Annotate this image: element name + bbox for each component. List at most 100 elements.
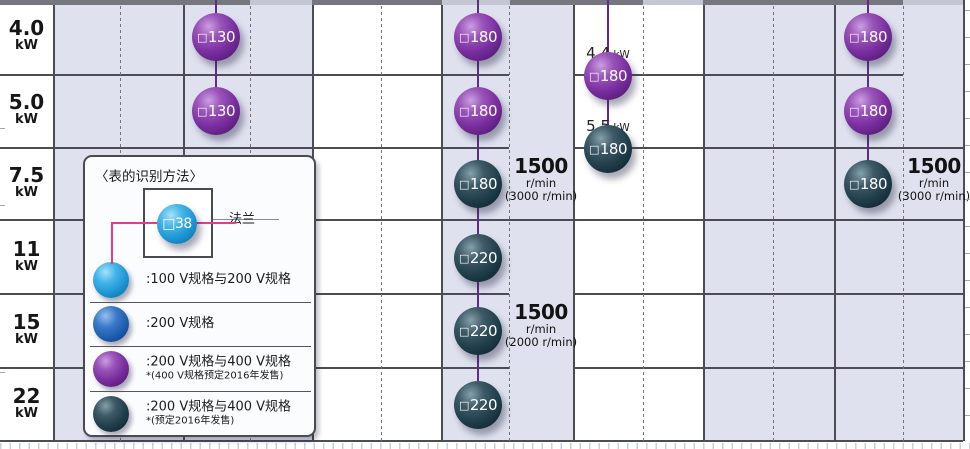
legend-item-label: :200 V规格与400 V规格 bbox=[146, 354, 292, 370]
row-label: 7.5 kW bbox=[0, 165, 53, 199]
grid-vline bbox=[963, 0, 965, 441]
flange-callout-line bbox=[213, 219, 279, 220]
speed-unit: r/min bbox=[525, 322, 557, 336]
grid-vline bbox=[703, 0, 705, 441]
grid-hline bbox=[573, 367, 963, 369]
flange-ball: □180 bbox=[844, 160, 892, 208]
legend-item-text: :200 V规格与400 V规格 *(400 V规格预定2016年发售) bbox=[146, 354, 291, 383]
grid-vline bbox=[573, 0, 575, 441]
right-edge-tick bbox=[965, 10, 970, 11]
right-edge-tick bbox=[965, 199, 970, 200]
square-glyph: □ bbox=[848, 31, 859, 44]
speed-unit: r/min bbox=[918, 176, 950, 190]
grid-hline bbox=[0, 74, 509, 76]
grid-vline bbox=[53, 0, 55, 441]
legend-spec-ball bbox=[93, 306, 129, 342]
legend-item-note: *(400 V规格预定2016年发售) bbox=[146, 370, 284, 382]
left-edge-tick bbox=[0, 205, 5, 206]
right-edge-tick bbox=[965, 307, 970, 308]
legend-spec-ball bbox=[93, 261, 129, 298]
row-power-value: 11 bbox=[12, 237, 41, 261]
top-bar-segment bbox=[510, 0, 643, 5]
top-bar-segment bbox=[312, 0, 442, 5]
square-glyph: □ bbox=[196, 31, 207, 44]
top-bar-segment bbox=[903, 0, 963, 5]
ball-label: □220 bbox=[458, 396, 498, 414]
legend-item-text: :200 V规格与400 V规格 *(预定2016年发售) bbox=[146, 399, 291, 428]
grid-vline-dashed bbox=[903, 0, 904, 441]
flange-ball: □180 bbox=[454, 13, 502, 61]
right-edge-tick bbox=[965, 118, 970, 119]
square-glyph: □ bbox=[848, 178, 859, 191]
right-edge-tick bbox=[965, 253, 970, 254]
right-edge-tick bbox=[965, 91, 970, 92]
example-ball-label: □38 bbox=[162, 216, 192, 232]
top-bar-segment bbox=[703, 0, 903, 5]
row-label: 11 kW bbox=[0, 239, 53, 273]
left-edge-tick bbox=[0, 128, 5, 129]
row-power-value: 5.0 bbox=[8, 90, 45, 114]
legend-item-label: :200 V规格与400 V规格 bbox=[146, 399, 292, 415]
square-glyph: □ bbox=[196, 105, 207, 118]
right-edge-tick bbox=[965, 172, 970, 173]
square-glyph: □ bbox=[848, 105, 859, 118]
speed-annotation: 1500 r/min (3000 r/min) bbox=[486, 156, 596, 202]
speed-alt: (3000 r/min) bbox=[504, 188, 578, 203]
row-power-value: 22 bbox=[12, 384, 41, 408]
top-bar-segment bbox=[0, 0, 250, 5]
flange-ball: □180 bbox=[454, 87, 502, 135]
legend-item-note: *(预定2016年发售) bbox=[146, 415, 235, 427]
right-edge-tick bbox=[965, 226, 970, 227]
square-glyph: □ bbox=[458, 178, 469, 191]
flange-ball: □180 bbox=[844, 13, 892, 61]
flange-callout-label: 法兰 bbox=[229, 212, 256, 227]
legend-spec-ball bbox=[93, 350, 129, 387]
grid-hline bbox=[573, 293, 963, 295]
legend-item: :100 V规格与200 V规格 bbox=[91, 257, 311, 302]
square-glyph: □ bbox=[588, 69, 599, 83]
ball-label: □180 bbox=[588, 140, 628, 159]
example-flange-ball: □38 bbox=[157, 204, 197, 244]
legend-item-text: :200 V规格 bbox=[146, 316, 214, 332]
row-power-unit: kW bbox=[15, 38, 38, 53]
spec-callout-line-v bbox=[111, 222, 113, 264]
grid-vline-dashed bbox=[509, 0, 510, 441]
ball-label: □220 bbox=[458, 249, 498, 267]
ball-label: □180 bbox=[848, 28, 888, 46]
grid-hline bbox=[573, 147, 963, 149]
grid-vline-dashed bbox=[773, 0, 774, 441]
square-glyph: □ bbox=[458, 31, 469, 44]
speed-alt: (3000 r/min) bbox=[897, 188, 970, 203]
flange-ball: □180 bbox=[844, 87, 892, 135]
row-power-unit: kW bbox=[15, 332, 38, 347]
speed-value: 1500 bbox=[514, 300, 568, 324]
legend-item-label: :200 V规格 bbox=[146, 315, 215, 331]
ball-label: □180 bbox=[458, 102, 498, 120]
legend-item-label: :100 V规格与200 V规格 bbox=[146, 271, 292, 287]
legend-item: :200 V规格与400 V规格 *(预定2016年发售) bbox=[91, 391, 311, 436]
speed-annotation: 1500 r/min (3000 r/min) bbox=[879, 156, 970, 202]
right-edge-tick bbox=[965, 415, 970, 416]
row-power-unit: kW bbox=[15, 185, 38, 200]
row-power-unit: kW bbox=[15, 259, 38, 274]
top-bar-segment bbox=[250, 0, 312, 5]
row-power-value: 15 bbox=[12, 310, 41, 334]
grid-vline-dashed bbox=[643, 0, 644, 441]
grid-vline bbox=[834, 0, 836, 441]
legend-box: 〈表的识别方法〉 □38 法兰 :100 V规格与200 V规格:200 V规格… bbox=[83, 155, 316, 437]
speed-annotation: 1500 r/min (2000 r/min) bbox=[486, 302, 596, 348]
right-edge-tick bbox=[965, 361, 970, 362]
speed-value: 1500 bbox=[907, 154, 961, 178]
grid-vline bbox=[441, 0, 443, 441]
right-edge-tick bbox=[965, 145, 970, 146]
right-edge-tick bbox=[965, 37, 970, 38]
row-label: 4.0 kW bbox=[0, 18, 53, 52]
speed-unit: r/min bbox=[525, 176, 557, 190]
legend-separator bbox=[90, 346, 311, 347]
flange-ball: □180 bbox=[584, 51, 632, 100]
grid-hline bbox=[0, 440, 963, 442]
right-edge-tick bbox=[965, 280, 970, 281]
speed-alt: (2000 r/min) bbox=[504, 334, 578, 349]
flange-ball: □220 bbox=[454, 234, 502, 282]
flange-ball: □180 bbox=[584, 125, 632, 174]
